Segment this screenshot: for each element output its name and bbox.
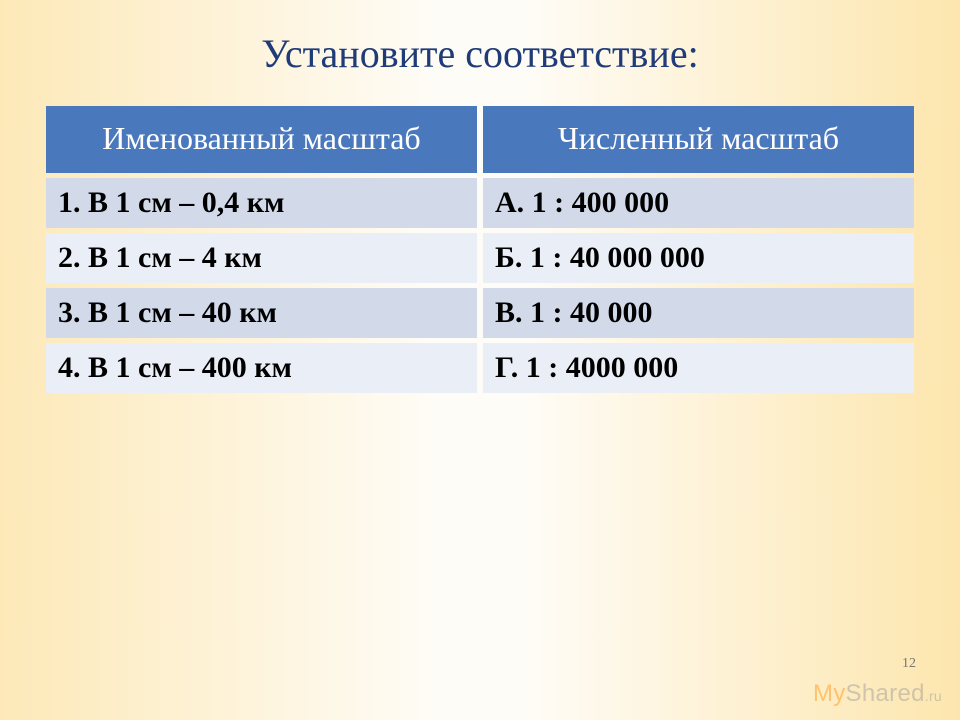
cell-named: 2. В 1 см – 4 км	[46, 233, 477, 283]
table-row: 3. В 1 см – 40 км В. 1 : 40 000	[46, 288, 914, 338]
scale-table: Именованный масштаб Численный масштаб 1.…	[40, 101, 920, 398]
table-row: 2. В 1 см – 4 км Б. 1 : 40 000 000	[46, 233, 914, 283]
cell-numeric: В. 1 : 40 000	[483, 288, 914, 338]
page-number: 12	[902, 656, 916, 672]
table-row: 4. В 1 см – 400 км Г. 1 : 4000 000	[46, 343, 914, 393]
col-header-numeric-scale: Численный масштаб	[483, 106, 914, 173]
watermark-part-shared: Shared	[846, 680, 925, 707]
table-header-row: Именованный масштаб Численный масштаб	[46, 106, 914, 173]
watermark-part-ru: .ru	[925, 688, 942, 704]
cell-named: 4. В 1 см – 400 км	[46, 343, 477, 393]
watermark: MyShared.ru	[813, 680, 942, 708]
cell-numeric: Г. 1 : 4000 000	[483, 343, 914, 393]
cell-named: 3. В 1 см – 40 км	[46, 288, 477, 338]
watermark-part-my: My	[813, 680, 846, 707]
slide-title: Установите соответствие:	[40, 30, 920, 77]
table-row: 1. В 1 см – 0,4 км А. 1 : 400 000	[46, 178, 914, 228]
slide: Установите соответствие: Именованный мас…	[0, 0, 960, 720]
cell-numeric: Б. 1 : 40 000 000	[483, 233, 914, 283]
cell-named: 1. В 1 см – 0,4 км	[46, 178, 477, 228]
col-header-named-scale: Именованный масштаб	[46, 106, 477, 173]
cell-numeric: А. 1 : 400 000	[483, 178, 914, 228]
